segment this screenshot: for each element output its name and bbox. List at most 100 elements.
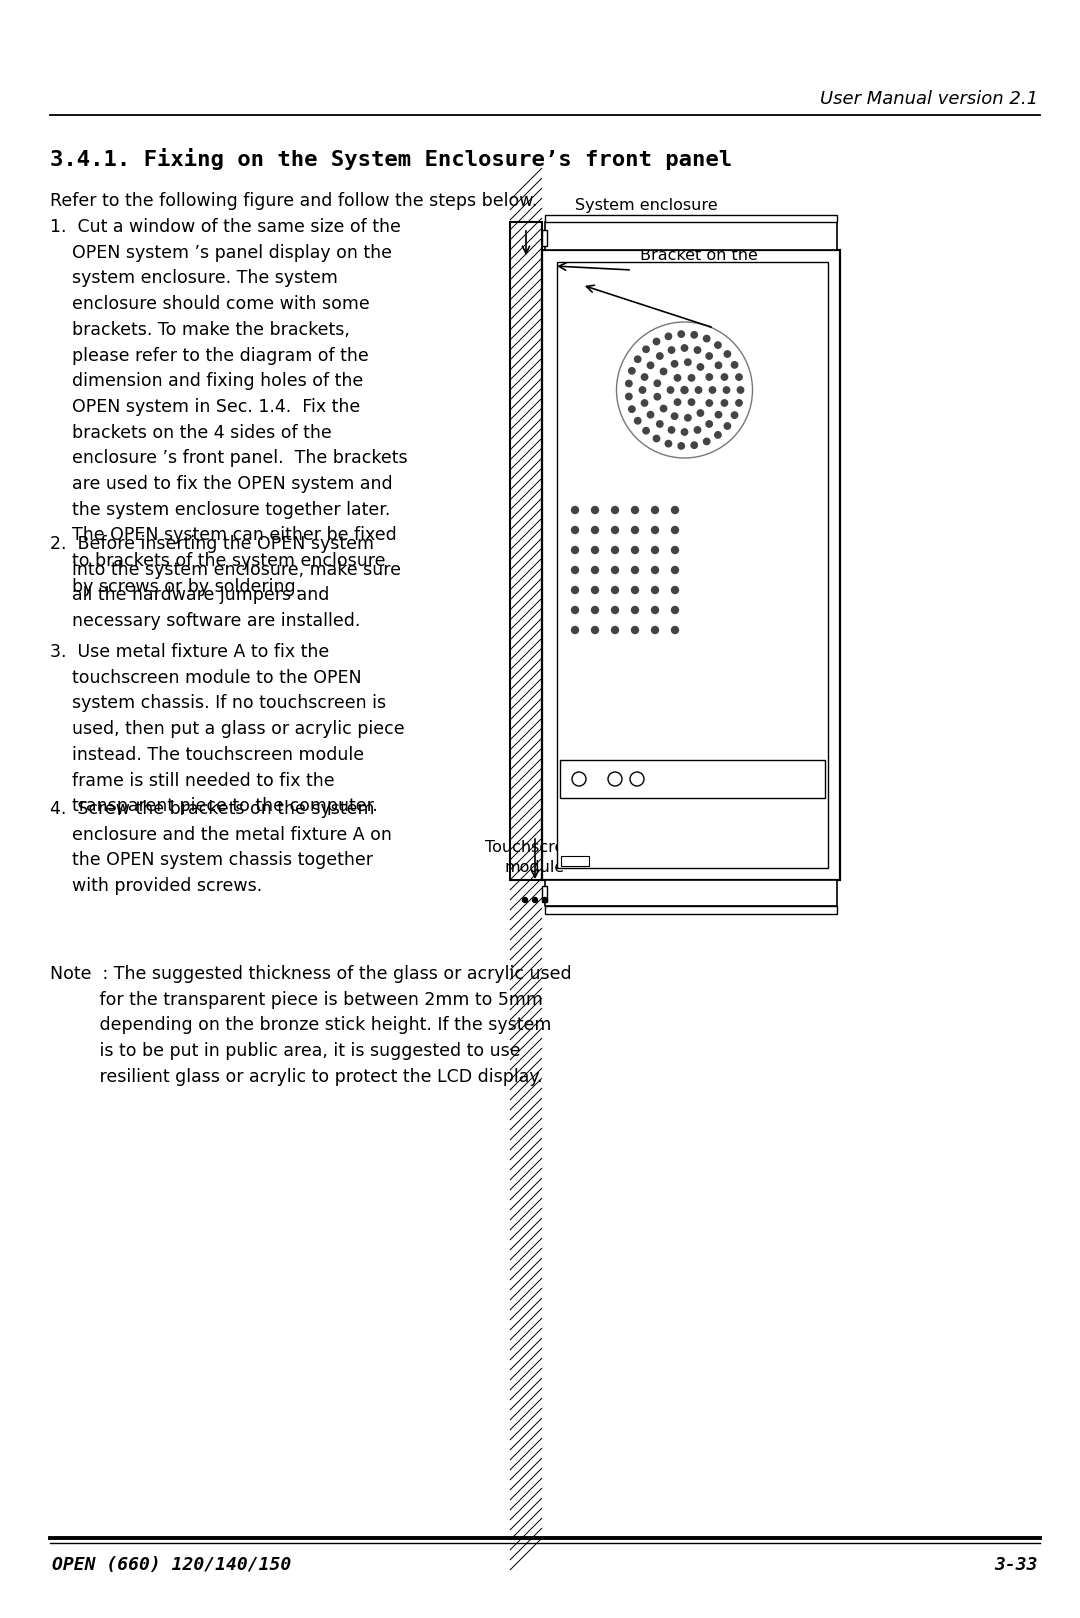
Circle shape [571,526,579,534]
Circle shape [611,607,619,613]
Circle shape [643,346,649,353]
Text: 3.4.1. Fixing on the System Enclosure’s front panel: 3.4.1. Fixing on the System Enclosure’s … [50,147,732,170]
Text: 2.  Before inserting the OPEN system
    into the system enclosure, make sure
  : 2. Before inserting the OPEN system into… [50,536,401,629]
Circle shape [608,772,622,786]
Circle shape [542,898,548,903]
Circle shape [725,351,730,358]
Bar [561,760,825,798]
Bar [542,887,546,901]
Circle shape [715,411,721,417]
Circle shape [672,626,678,634]
Circle shape [592,526,598,534]
Text: System enclosure: System enclosure [575,197,717,214]
Text: 3-33: 3-33 [995,1557,1038,1574]
Text: Refer to the following figure and follow the steps below.: Refer to the following figure and follow… [50,193,538,210]
Circle shape [724,387,730,393]
Circle shape [654,393,661,400]
Bar [561,856,589,866]
Circle shape [672,607,678,613]
Circle shape [571,566,579,573]
Bar [545,880,837,906]
Circle shape [611,586,619,594]
Circle shape [691,442,698,448]
Circle shape [715,341,721,348]
Circle shape [642,374,648,380]
Circle shape [735,400,742,406]
Circle shape [611,526,619,534]
Circle shape [629,406,635,413]
Circle shape [625,393,632,400]
Circle shape [632,626,638,634]
Circle shape [632,506,638,513]
Bar [542,230,546,246]
Circle shape [706,374,713,380]
Circle shape [592,607,598,613]
Circle shape [651,547,659,553]
Circle shape [694,427,701,434]
Text: Fixture A: Fixture A [718,320,789,335]
Circle shape [731,362,738,367]
Circle shape [651,607,659,613]
Circle shape [738,387,744,393]
Circle shape [685,414,691,421]
Circle shape [706,353,713,359]
Circle shape [571,626,579,634]
Circle shape [651,566,659,573]
Circle shape [632,547,638,553]
Circle shape [651,526,659,534]
Circle shape [665,440,672,447]
Circle shape [669,346,675,353]
Circle shape [571,586,579,594]
Text: Bracket on the
System enclosure: Bracket on the System enclosure [640,248,783,283]
Circle shape [592,566,598,573]
Circle shape [611,626,619,634]
Circle shape [660,406,666,411]
Circle shape [672,361,678,367]
Circle shape [674,375,680,382]
Bar [510,222,542,880]
Circle shape [735,374,742,380]
Circle shape [667,387,674,393]
Circle shape [672,566,678,573]
Circle shape [572,772,586,786]
Circle shape [571,547,579,553]
Circle shape [630,772,644,786]
Circle shape [651,506,659,513]
Circle shape [625,380,632,387]
Text: OPEN (660) 120/140/150: OPEN (660) 120/140/150 [52,1557,292,1574]
Circle shape [696,387,702,393]
Text: User Manual version 2.1: User Manual version 2.1 [820,91,1038,108]
Circle shape [592,626,598,634]
Text: Note  : The suggested thickness of the glass or acrylic used
         for the tr: Note : The suggested thickness of the gl… [50,964,571,1086]
Circle shape [715,432,721,438]
Circle shape [721,400,728,406]
Circle shape [674,400,680,406]
Circle shape [592,586,598,594]
Circle shape [706,421,713,427]
Circle shape [632,566,638,573]
Circle shape [632,607,638,613]
Circle shape [635,417,640,424]
Circle shape [703,335,710,341]
Circle shape [523,898,527,903]
Circle shape [698,409,703,416]
Circle shape [651,586,659,594]
Circle shape [678,332,685,337]
Circle shape [657,353,663,359]
Circle shape [725,422,730,429]
Circle shape [653,338,660,345]
Circle shape [592,547,598,553]
Circle shape [571,506,579,513]
Bar [510,222,542,880]
Circle shape [651,626,659,634]
Text: 4.  Screw the brackets on the system
    enclosure and the metal fixture A on
  : 4. Screw the brackets on the system encl… [50,799,392,895]
Circle shape [571,607,579,613]
Circle shape [647,411,653,417]
Circle shape [721,374,728,380]
Circle shape [592,506,598,513]
Circle shape [672,586,678,594]
Circle shape [688,375,694,382]
Circle shape [611,506,619,513]
Circle shape [643,427,649,434]
Circle shape [617,322,753,458]
